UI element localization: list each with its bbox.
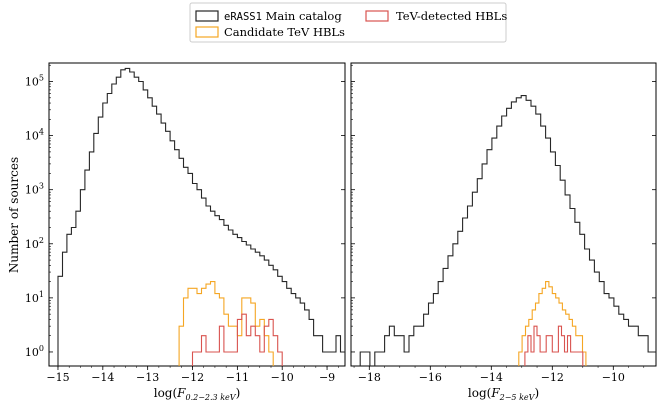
x-tick-label: −11 bbox=[226, 371, 249, 384]
histogram-erass1-main-catalog bbox=[359, 95, 656, 366]
histogram-tev-detected-hbls bbox=[524, 325, 584, 366]
legend-swatch-candidate bbox=[195, 26, 219, 38]
x-tick-label: −14 bbox=[480, 371, 503, 384]
x-tick-label: −13 bbox=[136, 371, 159, 384]
legend-swatch-main bbox=[195, 10, 219, 22]
legend-swatch-tev-detected bbox=[365, 10, 389, 22]
x-tick-label: −10 bbox=[271, 371, 294, 384]
y-tick-label: 102 bbox=[25, 236, 44, 251]
legend-label-candidate: Candidate TeV HBLs bbox=[224, 25, 345, 39]
x-axis-label: log(F0.2−2.3 keV) bbox=[154, 386, 241, 402]
y-tick-label: 104 bbox=[25, 128, 44, 143]
x-tick-label: −18 bbox=[358, 371, 381, 384]
x-tick-label: −10 bbox=[602, 371, 625, 384]
x-tick-label: −9 bbox=[319, 371, 335, 384]
legend-frame bbox=[189, 2, 507, 43]
histogram-erass1-main-catalog bbox=[57, 67, 345, 366]
x-tick-label: −16 bbox=[419, 371, 442, 384]
y-tick-label: 103 bbox=[25, 182, 44, 197]
legend-label-tev-detected: TeV-detected HBLs bbox=[396, 9, 507, 23]
y-tick-label: 101 bbox=[25, 290, 44, 305]
y-tick-label: 100 bbox=[25, 344, 44, 359]
histogram-candidate-tev-hbls bbox=[178, 281, 274, 366]
histogram-candidate-tev-hbls bbox=[518, 281, 587, 366]
x-tick-label: −15 bbox=[46, 371, 69, 384]
x-tick-label: −12 bbox=[541, 371, 564, 384]
y-axis-label: Number of sources bbox=[7, 157, 21, 273]
x-axis-label: log(F2−5 keV) bbox=[468, 386, 539, 402]
x-tick-label: −12 bbox=[181, 371, 204, 384]
legend: eRASS1 Main catalog TeV-detected HBLs Ca… bbox=[189, 2, 507, 43]
left-panel: 100 101 102 103 104 105 −15 −14 −13 −12 −11 −10 −9 lo… bbox=[25, 62, 346, 402]
plot-frame bbox=[350, 62, 657, 367]
y-tick-label: 105 bbox=[25, 74, 44, 89]
x-tick-label: −14 bbox=[91, 371, 114, 384]
histogram-tev-detected-hbls bbox=[191, 313, 283, 366]
right-panel: −18 −16 −14 −12 −10 log(F2−5 keV) bbox=[350, 62, 657, 402]
legend-label-main: eRASS1 Main catalog bbox=[224, 9, 342, 23]
plot-frame bbox=[48, 62, 346, 367]
